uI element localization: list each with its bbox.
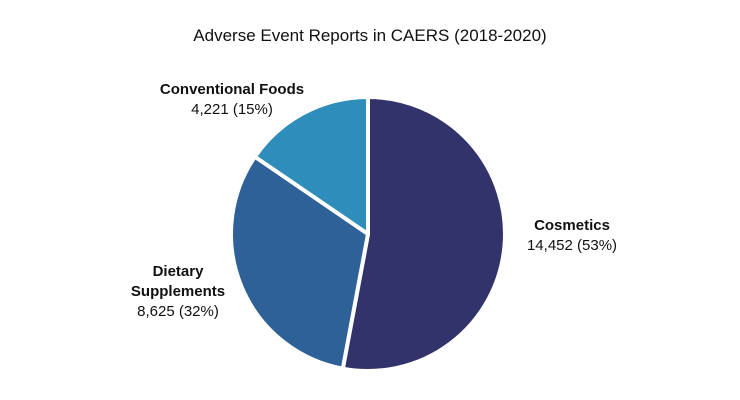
label-conventional-foods-name: Conventional Foods	[160, 81, 304, 98]
pie-slice-cosmetics	[340, 95, 507, 373]
label-dietary-supplements-name-line2: Supplements	[131, 283, 225, 300]
label-cosmetics-value: 14,452 (53%)	[527, 237, 617, 254]
pie-slices	[229, 95, 507, 373]
label-dietary-supplements-name-line1: Dietary	[153, 263, 205, 280]
pie-slice-conventional-foods	[252, 95, 370, 236]
label-cosmetics: Cosmetics 14,452 (53%)	[527, 217, 617, 254]
label-conventional-foods: Conventional Foods 4,221 (15%)	[160, 81, 304, 118]
chart-title: Adverse Event Reports in CAERS (2018-202…	[193, 26, 546, 45]
label-cosmetics-name: Cosmetics	[534, 217, 610, 234]
pie-slice-dietary-supplements	[229, 154, 370, 371]
label-dietary-supplements: Dietary Supplements 8,625 (32%)	[131, 263, 225, 320]
label-conventional-foods-value: 4,221 (15%)	[191, 101, 273, 118]
label-dietary-supplements-value: 8,625 (32%)	[137, 303, 219, 320]
